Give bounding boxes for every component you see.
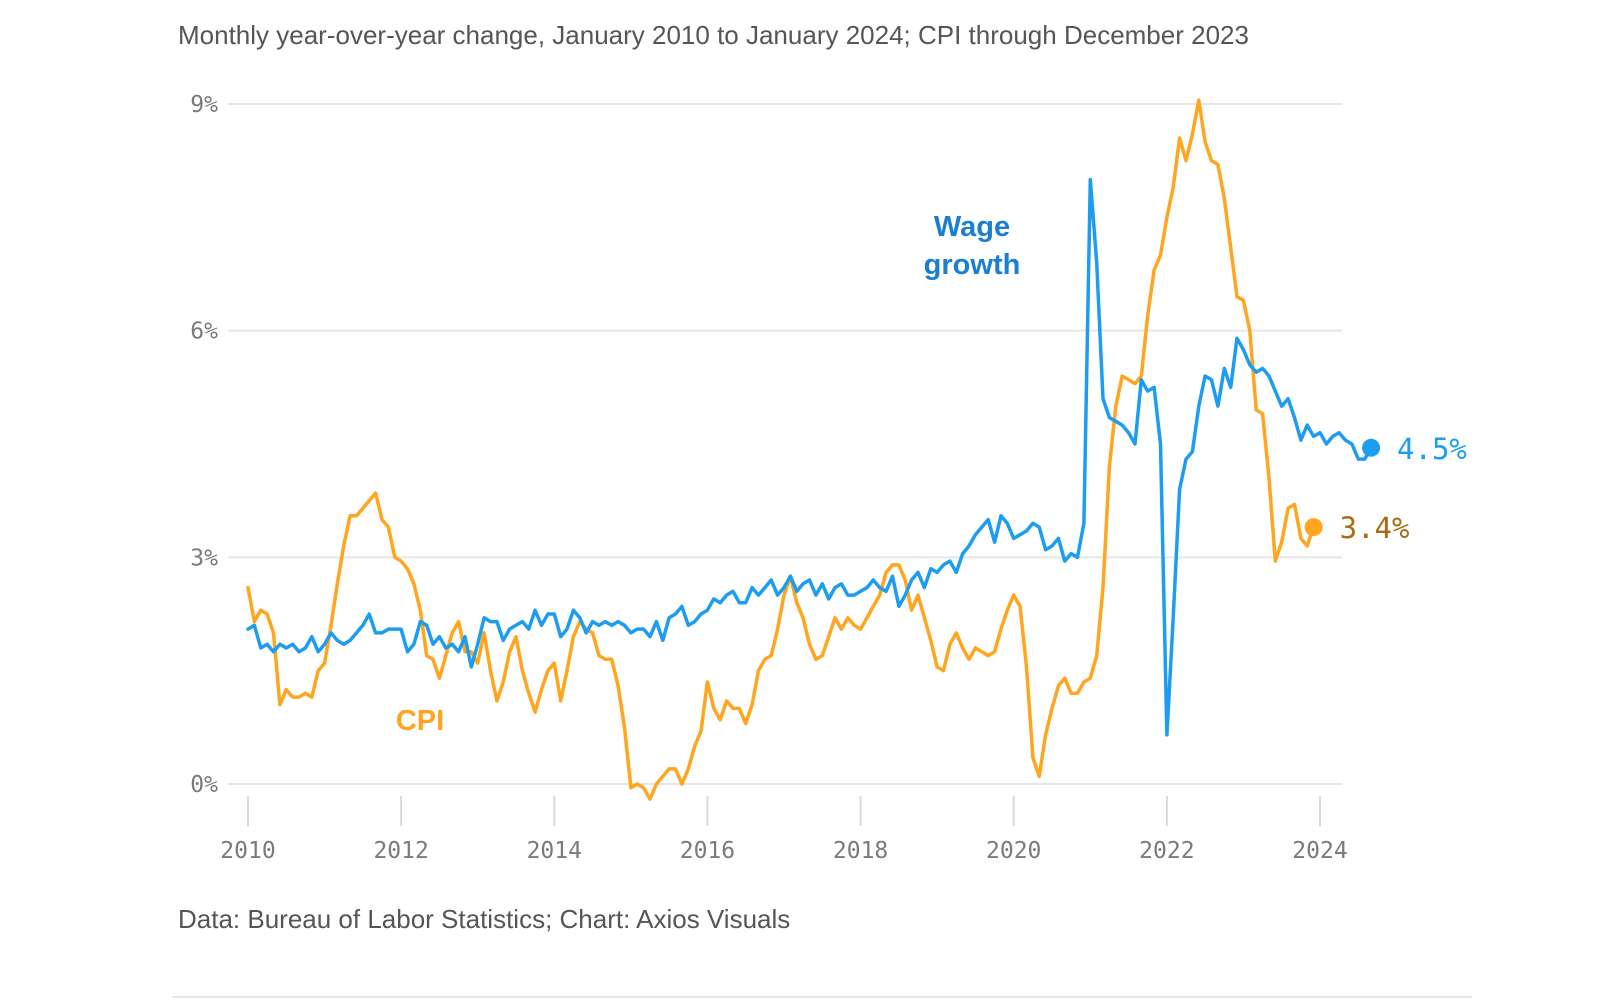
bottom-divider [172, 996, 1472, 998]
cpi-end-marker [1304, 518, 1323, 537]
wage-growth-line [246, 177, 1373, 737]
x-tick-label-2020: 2020 [986, 838, 1041, 864]
wage-growth-label-line2: growth [924, 249, 1021, 281]
y-tick-label-6: 6% [190, 319, 218, 345]
cpi-series-label: CPI [396, 705, 444, 737]
end-markers: 3.4% 4.5% [1304, 432, 1467, 545]
series-lines [246, 98, 1373, 801]
gridlines [228, 103, 1342, 785]
cpi-end-label: 3.4% [1340, 511, 1410, 545]
series-labels: Wage growth CPI [396, 211, 1021, 737]
y-tick-label-9: 9% [190, 92, 218, 118]
wage-growth-end-label: 4.5% [1397, 432, 1467, 466]
x-tick-label-2022: 2022 [1139, 838, 1194, 864]
x-tick-label-2010: 2010 [220, 838, 275, 864]
wage-growth-end-marker [1362, 438, 1381, 457]
y-tick-label-3: 3% [190, 545, 218, 571]
x-tick-label-2012: 2012 [373, 838, 428, 864]
x-tick-label-2016: 2016 [680, 838, 735, 864]
chart-source: Data: Bureau of Labor Statistics; Chart:… [178, 904, 791, 934]
chart-subtitle: Monthly year-over-year change, January 2… [178, 20, 1249, 50]
x-axis-ticks: 2010 2012 2014 2016 2018 2020 2022 2024 [220, 796, 1348, 864]
x-tick-label-2024: 2024 [1292, 838, 1347, 864]
y-axis-ticks: 0% 3% 6% 9% [190, 92, 218, 798]
x-tick-label-2018: 2018 [833, 838, 888, 864]
y-tick-label-0: 0% [190, 772, 218, 798]
x-tick-label-2014: 2014 [527, 838, 582, 864]
cpi-line [246, 98, 1316, 801]
wage-growth-label-line1: Wage [934, 211, 1010, 243]
